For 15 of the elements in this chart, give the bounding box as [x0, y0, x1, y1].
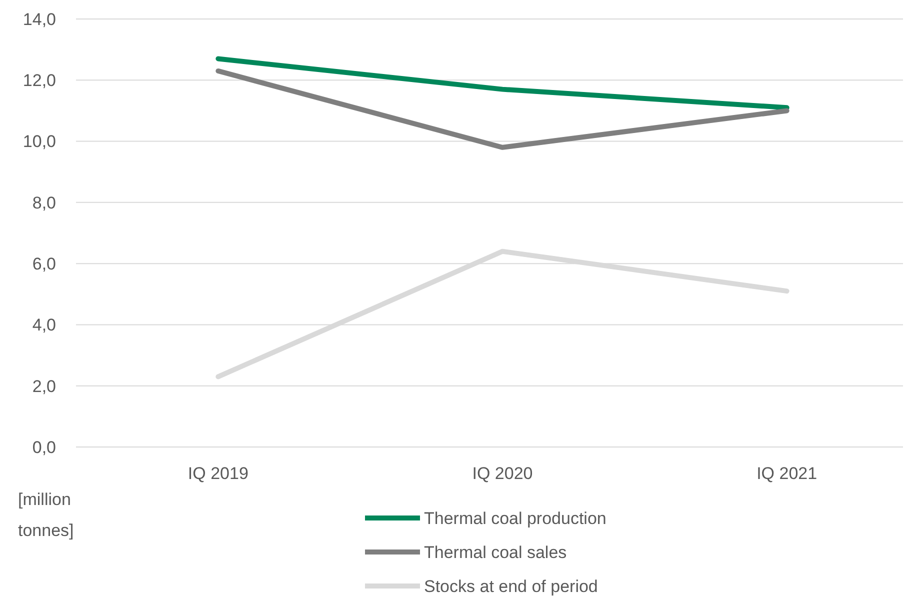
- y-tick-label: 4,0: [32, 316, 56, 335]
- y-tick-label: 12,0: [22, 71, 56, 90]
- y-tick-label: 10,0: [22, 132, 56, 152]
- legend-label: Stocks at end of period: [424, 576, 598, 596]
- legend-label: Thermal coal sales: [424, 542, 567, 562]
- y-tick-label: 2,0: [32, 376, 56, 396]
- x-tick-label: IQ 2021: [756, 464, 818, 483]
- y-axis-title: [million tonnes]: [18, 490, 74, 540]
- y-tick-label: 8,0: [32, 193, 56, 212]
- y-tick-label: 0,0: [32, 438, 56, 457]
- legend-label: Thermal coal production: [424, 508, 606, 528]
- y-tick-label: 6,0: [32, 254, 56, 274]
- x-tick-label: IQ 2020: [472, 464, 533, 483]
- y-tick-label: 14,0: [22, 10, 56, 29]
- x-tick-label: IQ 2019: [188, 464, 248, 483]
